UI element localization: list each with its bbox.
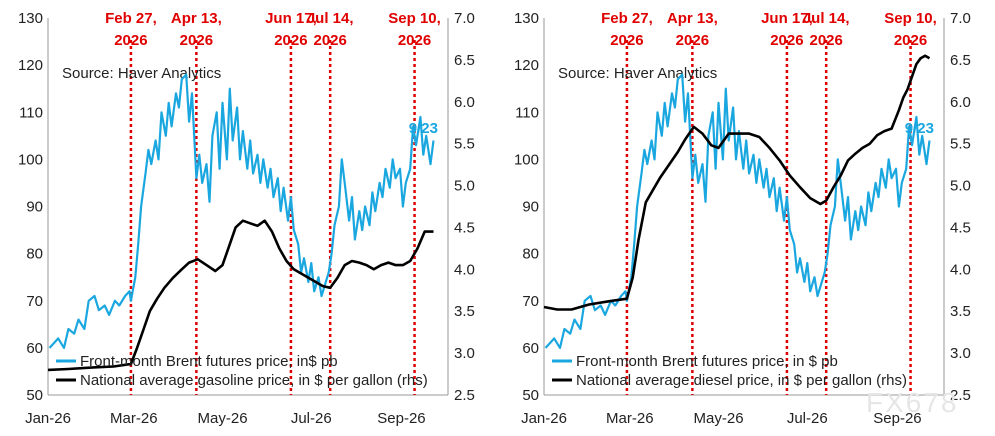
- x-tick-label: Jan-26: [521, 410, 567, 427]
- event-label-date: Apr 13,: [171, 10, 222, 27]
- legend-label: Front-month Brent futures price, in$ pb: [80, 353, 338, 370]
- y-right-tick-label: 3.0: [454, 345, 475, 362]
- y-left-tick-label: 130: [514, 10, 539, 27]
- y-right-tick-label: 6.5: [454, 52, 475, 69]
- x-tick-label: Mar-26: [606, 410, 654, 427]
- y-left-tick-label: 110: [515, 104, 539, 121]
- event-label-year: 2026: [894, 32, 927, 49]
- y-left-tick-label: 90: [522, 199, 539, 216]
- x-tick-label: Jul-26: [787, 410, 828, 427]
- chart-panel-diesel: 50 60 70 80 90 100 110 120 130 2.5 3.0 3.5 4.0 4.5 5.0…: [514, 10, 971, 427]
- legend-label: National average diesel price, in $ per …: [576, 372, 907, 389]
- y-right-tick-label: 4.5: [454, 219, 475, 236]
- diesel-price-line: [543, 54, 931, 311]
- y-right-tick-label: 2.5: [454, 387, 475, 404]
- y-left-tick-label: 130: [18, 10, 43, 27]
- event-label-year: 2026: [770, 32, 803, 49]
- y-left-tick-label: 70: [26, 293, 43, 310]
- event-label-date: Feb 27,: [601, 10, 653, 27]
- x-tick-label: Jan-26: [25, 410, 71, 427]
- y-left-tick-label: 110: [19, 104, 43, 121]
- y-right-tick-label: 5.0: [950, 178, 971, 195]
- y-left-tick-label: 100: [514, 151, 539, 168]
- y-left-tick-label: 60: [26, 340, 43, 357]
- y-right-tick-label: 3.0: [950, 345, 971, 362]
- y-right-tick-label: 4.0: [950, 261, 971, 278]
- y-left-tick-label: 100: [18, 151, 43, 168]
- y-right-tick-label: 6.0: [454, 94, 475, 111]
- event-label-year: 2026: [610, 32, 643, 49]
- legend-label: National average gasoline price, in $ pe…: [80, 372, 428, 389]
- event-label-date: Jun 17,: [761, 10, 813, 27]
- y-right-tick-label: 6.5: [950, 52, 971, 69]
- y-right-tick-label: 5.5: [950, 136, 971, 153]
- x-tick-label: Sep-26: [873, 410, 921, 427]
- watermark: FX678: [866, 387, 959, 418]
- y-left-tick-label: 50: [26, 387, 43, 404]
- y-right-tick-label: 7.0: [950, 10, 971, 27]
- x-tick-label: Mar-26: [110, 410, 158, 427]
- x-tick-label: Jul-26: [291, 410, 332, 427]
- event-label-year: 2026: [180, 32, 213, 49]
- y-left-tick-label: 80: [522, 246, 539, 263]
- latest-date-annotation: 9/23: [905, 120, 934, 137]
- y-left-tick-label: 120: [514, 57, 539, 74]
- y-left-tick-label: 60: [522, 340, 539, 357]
- y-right-tick-label: 3.5: [950, 303, 971, 320]
- event-label-date: Jul 14,: [803, 10, 850, 27]
- y-right-tick-label: 2.5: [950, 387, 971, 404]
- event-label-date: Feb 27,: [105, 10, 157, 27]
- y-left-tick-label: 80: [26, 246, 43, 263]
- event-label-date: Apr 13,: [667, 10, 718, 27]
- y-right-tick-label: 6.0: [950, 94, 971, 111]
- y-left-tick-label: 70: [522, 293, 539, 310]
- y-left-tick-label: 120: [18, 57, 43, 74]
- y-left-tick-label: 90: [26, 199, 43, 216]
- latest-date-annotation: 9/23: [409, 120, 438, 137]
- event-label-year: 2026: [114, 32, 147, 49]
- x-tick-label: May-26: [198, 410, 248, 427]
- event-label-year: 2026: [274, 32, 307, 49]
- y-left-tick-label: 50: [522, 387, 539, 404]
- event-label-year: 2026: [398, 32, 431, 49]
- event-label-date: Sep 10,: [388, 10, 441, 27]
- y-right-tick-label: 7.0: [454, 10, 475, 27]
- event-label-date: Jun 17,: [265, 10, 317, 27]
- legend-label: Front-month Brent futures price, in $ pb: [576, 353, 838, 370]
- event-label-date: Sep 10,: [884, 10, 937, 27]
- source-note: Source: Haver Analytics: [62, 65, 221, 82]
- y-right-tick-label: 4.0: [454, 261, 475, 278]
- y-right-tick-label: 5.5: [454, 136, 475, 153]
- x-tick-label: May-26: [694, 410, 744, 427]
- brent-price-line: [544, 73, 931, 349]
- event-label-year: 2026: [809, 32, 842, 49]
- event-label-year: 2026: [313, 32, 346, 49]
- chart-panel-gasoline: 50 60 70 80 90 100 110 120 130 2.5 3.0 3.5 4.0 4.5 5.0…: [18, 10, 475, 427]
- y-right-tick-label: 4.5: [950, 219, 971, 236]
- source-note: Source: Haver Analytics: [558, 65, 717, 82]
- y-right-tick-label: 3.5: [454, 303, 475, 320]
- gasoline-price-line: [47, 219, 434, 372]
- event-label-year: 2026: [676, 32, 709, 49]
- brent-price-line: [48, 73, 435, 349]
- event-label-date: Jul 14,: [307, 10, 354, 27]
- x-tick-label: Sep-26: [377, 410, 425, 427]
- y-right-tick-label: 5.0: [454, 178, 475, 195]
